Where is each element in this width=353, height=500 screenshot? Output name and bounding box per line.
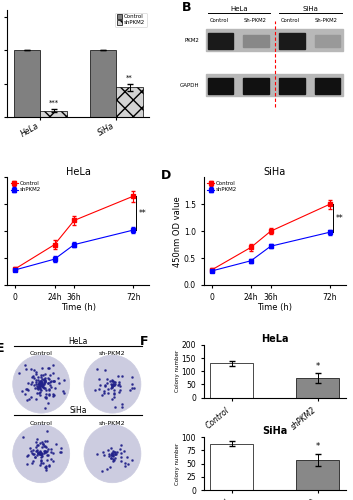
Legend: Control, shPKM2: Control, shPKM2 (10, 180, 42, 194)
Text: Sh-PKM2: Sh-PKM2 (243, 18, 266, 22)
Bar (116, 87, 143, 118)
Text: **: ** (335, 214, 343, 223)
Text: **: ** (139, 208, 146, 218)
Text: *: * (316, 362, 320, 370)
Y-axis label: 450nm OD value: 450nm OD value (173, 196, 183, 266)
Text: Control: Control (210, 18, 229, 22)
Text: Control: Control (30, 420, 53, 426)
Legend: Control, shPKM2: Control, shPKM2 (115, 13, 146, 27)
Bar (244, 34, 269, 46)
Circle shape (13, 424, 70, 482)
Title: SiHa: SiHa (264, 166, 286, 176)
Text: ***: *** (48, 100, 59, 106)
Title: HeLa: HeLa (261, 334, 288, 344)
Bar (296, 378, 340, 398)
X-axis label: Time (h): Time (h) (61, 303, 96, 312)
Text: *: * (316, 442, 320, 452)
Text: GAPDH: GAPDH (180, 82, 199, 87)
Bar (210, 444, 253, 490)
Bar (208, 32, 233, 48)
Legend: Control, shPKM2: Control, shPKM2 (207, 180, 238, 194)
Text: Control: Control (281, 18, 300, 22)
Bar (279, 78, 305, 94)
Bar (210, 364, 253, 398)
Bar (244, 78, 269, 94)
Text: HeLa: HeLa (68, 336, 88, 345)
Text: B: B (182, 2, 192, 15)
Bar (207, 74, 343, 96)
Bar (207, 30, 343, 51)
Text: Control: Control (30, 352, 53, 356)
Bar (315, 34, 340, 46)
X-axis label: Time (h): Time (h) (257, 303, 292, 312)
Bar (208, 78, 233, 94)
Bar (315, 78, 340, 94)
Title: SiHa: SiHa (262, 426, 287, 436)
Text: sh-PKM2: sh-PKM2 (99, 352, 126, 356)
Text: F: F (139, 336, 148, 348)
Circle shape (84, 355, 141, 413)
Text: HeLa: HeLa (231, 6, 248, 12)
Circle shape (13, 355, 70, 413)
Text: SiHa: SiHa (303, 6, 318, 12)
Bar (40, 110, 67, 117)
Y-axis label: Colony number: Colony number (175, 442, 180, 484)
Y-axis label: Colony number: Colony number (175, 350, 180, 393)
Text: D: D (161, 169, 171, 182)
Text: SiHa: SiHa (70, 406, 87, 414)
Text: sh-PKM2: sh-PKM2 (99, 420, 126, 426)
Text: **: ** (126, 74, 133, 80)
Circle shape (84, 424, 141, 482)
Bar (279, 32, 305, 48)
Bar (296, 460, 340, 490)
Bar (13, 50, 40, 117)
Title: HeLa: HeLa (66, 166, 91, 176)
Text: E: E (0, 342, 4, 355)
Text: Sh-PKM2: Sh-PKM2 (315, 18, 337, 22)
Text: PKM2: PKM2 (184, 38, 199, 43)
Bar (90, 50, 116, 117)
